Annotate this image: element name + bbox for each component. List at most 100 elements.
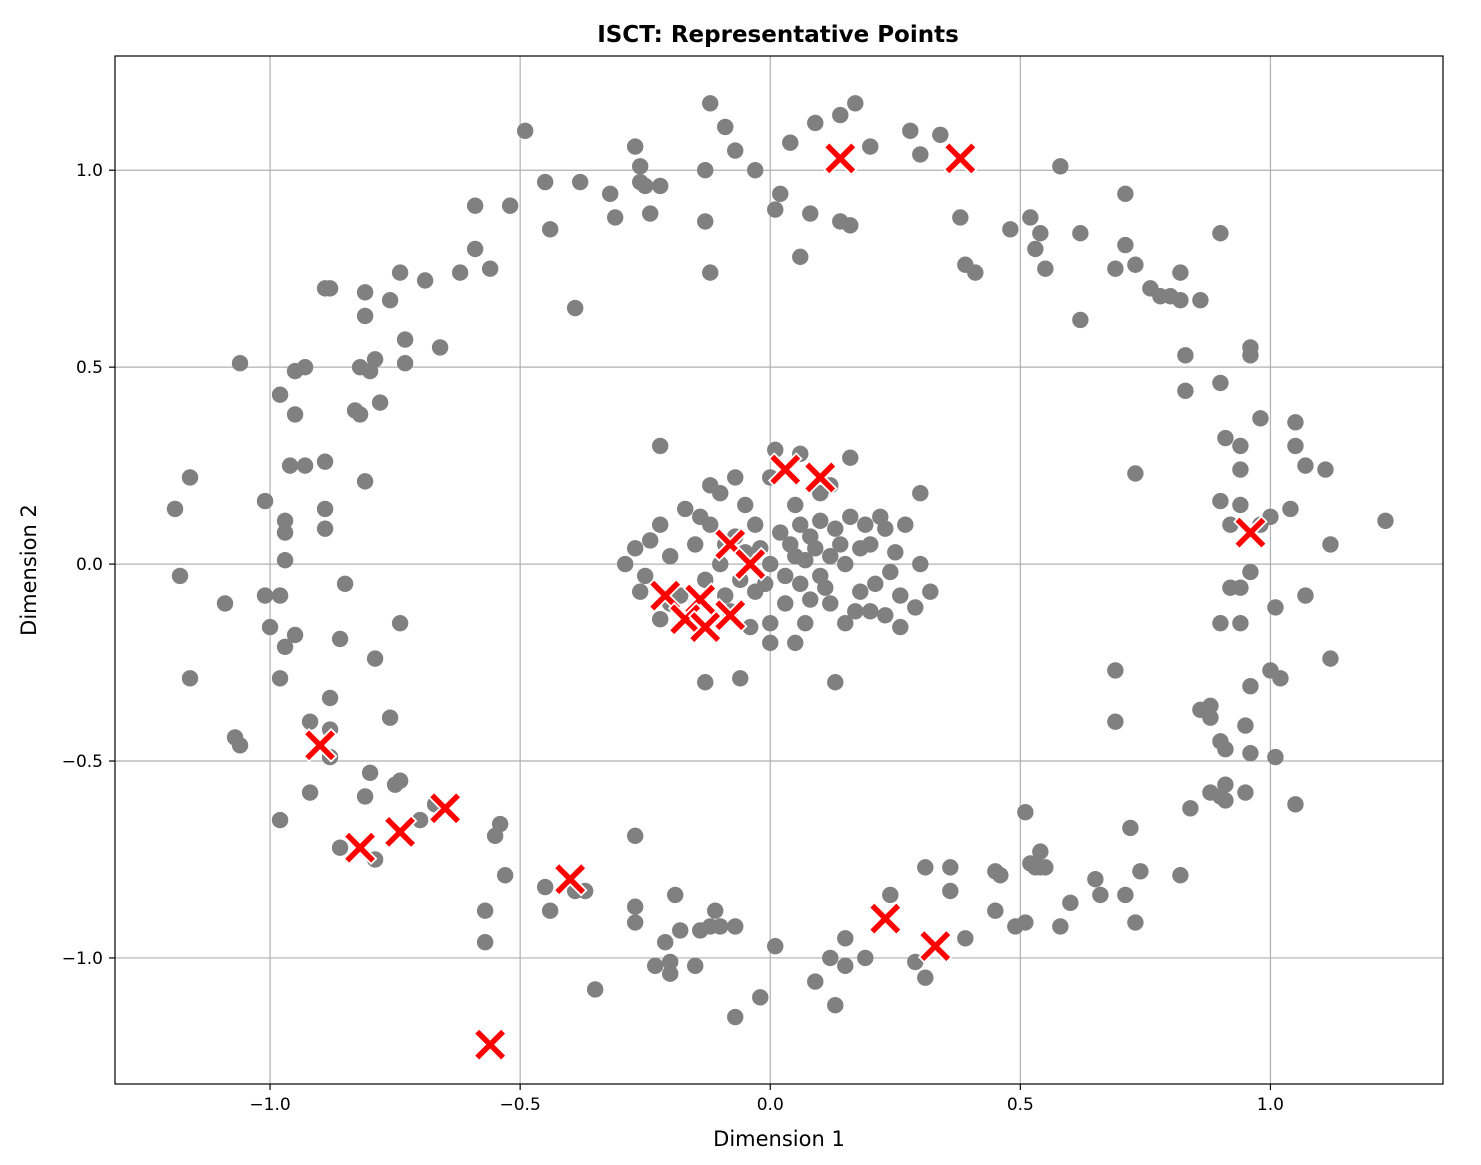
data-point — [1232, 437, 1249, 455]
data-point — [411, 811, 429, 829]
data-point — [862, 603, 879, 620]
representative-point — [305, 730, 335, 761]
data-point — [171, 567, 189, 585]
data-point — [762, 614, 779, 632]
data-point — [987, 902, 1004, 919]
data-point — [1052, 918, 1069, 935]
data-point — [276, 524, 294, 541]
data-point — [1177, 382, 1194, 399]
data-point — [767, 201, 784, 218]
data-point — [897, 516, 914, 533]
data-point — [777, 567, 794, 585]
data-point — [1172, 264, 1189, 281]
representative-point-marker — [472, 1027, 508, 1062]
representative-point-marker — [342, 830, 378, 866]
x-axis-ticks: −1.0 −0.5 0.0 0.5 1.0 — [249, 1084, 1284, 1115]
data-point — [636, 567, 654, 585]
data-point — [727, 918, 744, 935]
data-point — [742, 618, 759, 636]
data-point — [276, 638, 294, 656]
data-point — [772, 185, 789, 203]
data-point — [356, 788, 374, 805]
data-point — [717, 118, 734, 136]
data-point — [862, 138, 879, 155]
data-point — [586, 981, 604, 998]
data-point — [1117, 886, 1134, 904]
data-point — [1087, 870, 1104, 888]
data-point — [802, 591, 819, 608]
data-point — [481, 260, 499, 277]
data-point — [391, 614, 409, 632]
data-point — [702, 95, 719, 112]
data-point — [882, 886, 899, 904]
data-point — [1287, 414, 1304, 431]
data-point — [626, 540, 644, 557]
data-point — [697, 213, 714, 230]
data-point — [1212, 614, 1229, 632]
data-point — [1217, 741, 1234, 758]
data-point — [1252, 410, 1269, 427]
data-point — [797, 551, 814, 569]
data-point — [652, 437, 669, 455]
data-point — [852, 540, 869, 557]
y-tick-label: 0.0 — [76, 555, 103, 575]
data-point — [566, 299, 584, 317]
data-point — [1272, 670, 1289, 687]
data-point — [181, 469, 199, 486]
data-point — [336, 575, 354, 592]
data-point — [912, 484, 929, 502]
chart-title: ISCT: Representative Points — [597, 22, 959, 48]
y-tick-label: −1.0 — [62, 949, 103, 969]
data-point — [1202, 709, 1219, 726]
data-point — [271, 670, 289, 687]
representative-point-marker — [942, 141, 978, 176]
data-point — [727, 469, 744, 486]
data-point — [616, 555, 634, 573]
data-point — [516, 122, 534, 140]
representative-point-marker — [552, 861, 588, 897]
representative-point-marker — [867, 901, 903, 936]
data-point — [687, 536, 704, 553]
representative-point — [690, 612, 721, 643]
data-point — [692, 508, 709, 526]
data-point — [1127, 256, 1144, 273]
data-point — [1127, 914, 1144, 931]
data-point — [631, 158, 649, 175]
data-point — [1232, 496, 1249, 514]
data-point — [1037, 260, 1054, 277]
data-point — [1287, 796, 1304, 813]
data-point — [301, 713, 319, 730]
data-point — [1242, 744, 1259, 762]
data-point — [662, 548, 679, 565]
data-point — [702, 264, 719, 281]
data-point — [967, 264, 984, 281]
data-point — [1117, 236, 1134, 254]
data-point — [216, 595, 234, 612]
data-point — [1172, 867, 1189, 884]
data-point — [631, 583, 649, 600]
data-point — [296, 457, 314, 474]
data-point — [1297, 457, 1314, 474]
data-point — [416, 272, 434, 289]
x-tick-label: 1.0 — [1257, 1095, 1284, 1115]
representative-point — [1235, 517, 1266, 548]
data-point — [837, 555, 854, 573]
data-point — [1122, 819, 1139, 837]
data-point — [1217, 792, 1234, 809]
data-point — [271, 811, 289, 829]
data-point — [606, 209, 624, 226]
data-point — [847, 95, 864, 112]
y-tick-label: 1.0 — [76, 161, 103, 181]
data-point — [917, 859, 934, 876]
representative-point — [475, 1029, 506, 1060]
data-point — [476, 934, 494, 951]
data-point — [747, 162, 764, 179]
data-point — [912, 146, 929, 163]
data-point — [491, 815, 509, 833]
data-point — [787, 634, 804, 652]
data-point — [762, 555, 779, 573]
representative-points — [302, 141, 1268, 1062]
representative-point — [650, 580, 681, 611]
data-point — [857, 949, 874, 967]
data-point — [952, 209, 969, 226]
